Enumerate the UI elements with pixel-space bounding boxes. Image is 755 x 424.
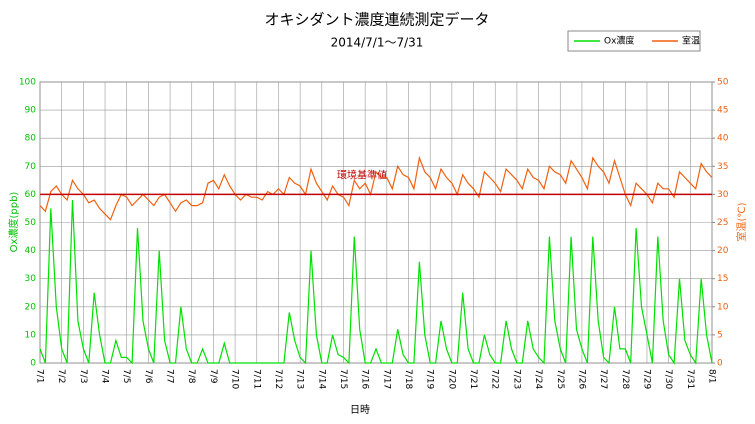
y2-tick-label: 20 xyxy=(717,246,729,256)
x-tick-label: 7/18 xyxy=(403,369,413,389)
series-line xyxy=(39,199,713,365)
y2-axis-label: 室温(℃) xyxy=(735,202,748,241)
y2-tick-label: 30 xyxy=(717,190,729,200)
y2-tick-label: 25 xyxy=(717,218,728,228)
reference-label: 環境基準値 xyxy=(337,168,387,181)
y-tick-label: 30 xyxy=(25,274,37,284)
y2-tick-label: 5 xyxy=(717,330,723,340)
x-tick-label: 7/28 xyxy=(620,369,630,389)
x-tick-label: 7/6 xyxy=(143,369,153,384)
x-tick-label: 7/19 xyxy=(425,369,435,389)
y2-tick-label: 15 xyxy=(717,274,728,284)
chart-title: オキシダント濃度連続測定データ xyxy=(264,11,489,29)
x-tick-label: 7/8 xyxy=(186,369,196,384)
x-tick-label: 7/9 xyxy=(208,369,218,384)
x-tick-label: 7/5 xyxy=(121,369,131,383)
x-tick-label: 7/29 xyxy=(641,369,651,389)
x-tick-label: 7/27 xyxy=(598,369,608,389)
x-tick-label: 7/21 xyxy=(468,369,478,389)
y-tick-label: 20 xyxy=(25,302,37,312)
x-tick-label: 7/10 xyxy=(230,369,240,389)
legend-box xyxy=(567,30,701,52)
x-tick-label: 7/17 xyxy=(381,369,391,389)
y-tick-label: 90 xyxy=(25,106,37,116)
y-tick-label: 0 xyxy=(30,359,36,369)
legend-label: Ox濃度 xyxy=(604,35,634,47)
y2-tick-label: 45 xyxy=(717,106,728,116)
x-tick-label: 7/16 xyxy=(360,369,370,389)
y-tick-label: 10 xyxy=(25,330,37,340)
y-tick-label: 80 xyxy=(25,134,37,144)
x-tick-label: 7/14 xyxy=(316,369,326,389)
x-tick-label: 7/31 xyxy=(685,369,695,389)
y2-tick-label: 50 xyxy=(717,78,729,88)
y-tick-label: 100 xyxy=(19,78,36,88)
x-tick-label: 7/25 xyxy=(555,369,565,389)
chart-subtitle: 2014/7/1～7/31 xyxy=(331,36,424,50)
x-tick-label: 7/20 xyxy=(446,369,456,389)
y2-tick-label: 10 xyxy=(717,302,729,312)
y-axis-label: Ox濃度(ppb) xyxy=(7,192,20,253)
y-tick-label: 50 xyxy=(25,218,37,228)
y2-tick-label: 35 xyxy=(717,162,728,172)
y2-tick-label: 0 xyxy=(717,359,723,369)
x-axis-label: 日時 xyxy=(350,404,370,416)
x-tick-label: 7/23 xyxy=(511,369,521,389)
x-tick-label: 7/24 xyxy=(533,369,543,389)
series-line xyxy=(39,155,713,221)
x-tick-label: 7/7 xyxy=(165,369,175,383)
x-tick-label: 7/13 xyxy=(295,369,305,389)
x-tick-label: 7/1 xyxy=(35,369,45,383)
x-tick-label: 7/30 xyxy=(663,369,673,389)
y-tick-label: 60 xyxy=(25,190,37,200)
y-tick-label: 40 xyxy=(25,246,37,256)
x-tick-label: 7/12 xyxy=(273,369,283,389)
legend-label: 室温 xyxy=(682,35,700,47)
x-tick-label: 7/15 xyxy=(338,369,348,389)
x-tick-label: 7/26 xyxy=(576,369,586,389)
y2-tick-label: 40 xyxy=(717,134,729,144)
x-tick-label: 7/4 xyxy=(100,369,110,384)
x-tick-label: 8/1 xyxy=(707,369,717,383)
x-tick-label: 7/2 xyxy=(56,369,66,383)
y-tick-label: 70 xyxy=(25,162,37,172)
x-tick-label: 7/22 xyxy=(490,369,500,389)
x-tick-label: 7/11 xyxy=(251,369,261,389)
x-tick-label: 7/3 xyxy=(78,369,88,383)
